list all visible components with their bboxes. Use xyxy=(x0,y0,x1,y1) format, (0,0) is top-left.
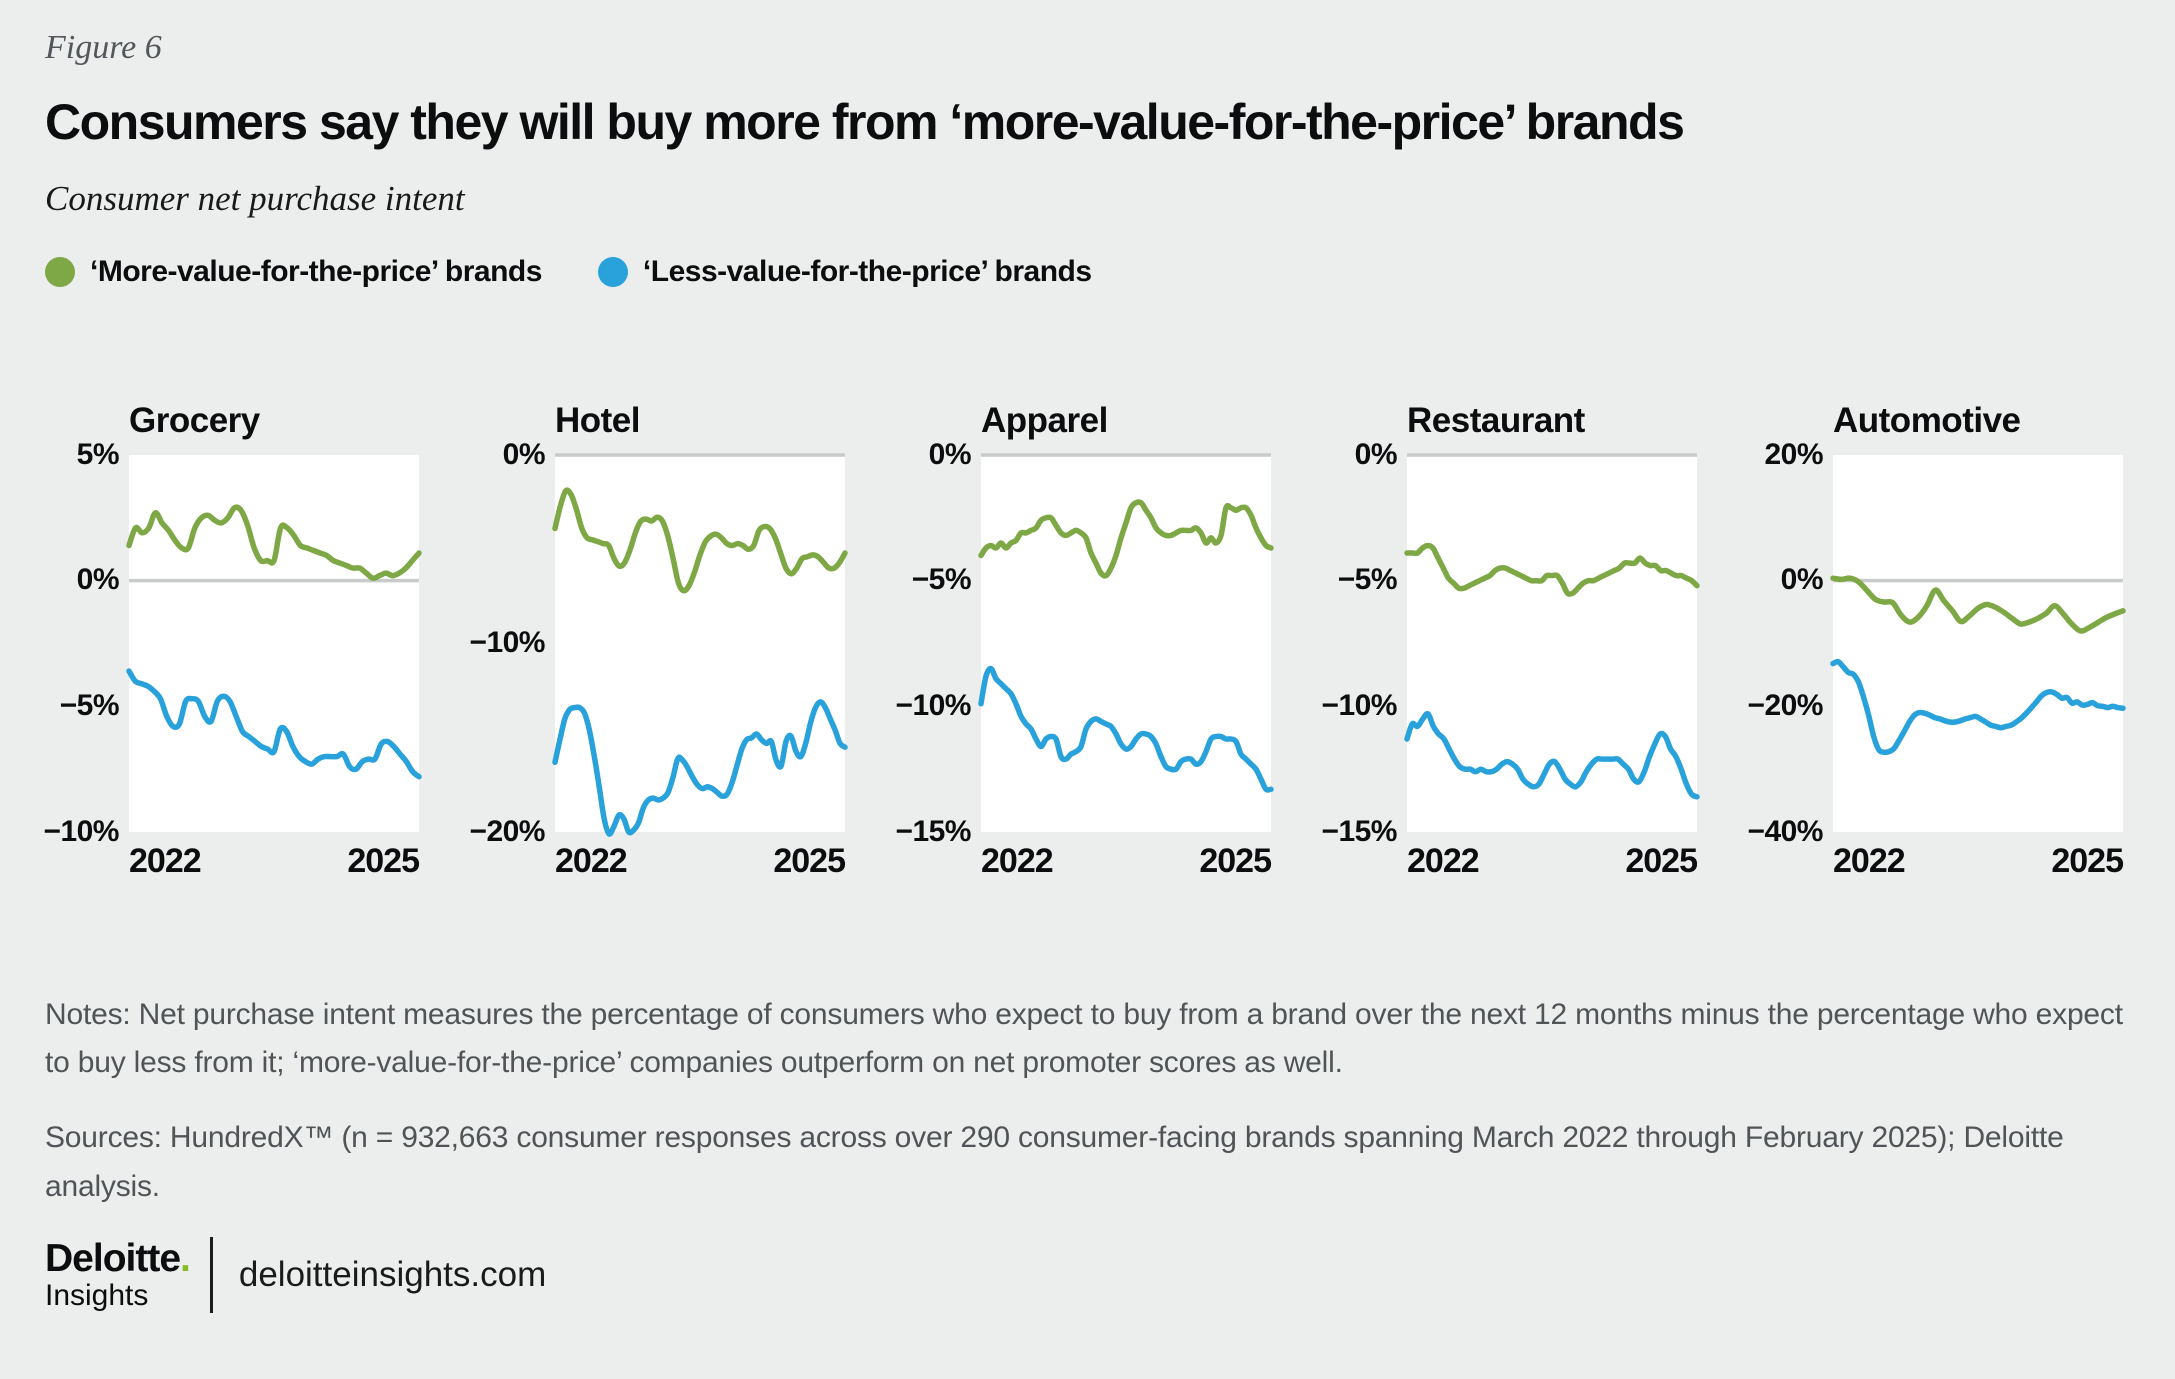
chart-automotive: Automotive 20% 0% −20% −40% 2022 2025 xyxy=(1747,399,2126,881)
x-tick-end: 2025 xyxy=(2051,841,2124,880)
series-line xyxy=(1404,710,1700,800)
chart-title: Apparel xyxy=(981,400,1108,440)
chart-title: Hotel xyxy=(555,400,641,440)
x-tick-start: 2022 xyxy=(981,841,1054,880)
y-tick-label: −20% xyxy=(1747,689,1823,723)
deloitte-insights-logo: Deloitte. Insights xyxy=(45,1237,191,1313)
sources-text: Sources: HundredX™ (n = 932,663 consumer… xyxy=(45,1120,2064,1203)
y-axis: 0% −5% −10% −15% xyxy=(895,438,981,848)
x-tick-end: 2025 xyxy=(347,841,420,880)
y-tick-label: −5% xyxy=(59,689,120,723)
series-line xyxy=(552,698,848,837)
less-value-legend-dot xyxy=(597,256,628,287)
y-tick-label: −15% xyxy=(895,814,971,848)
footer-divider xyxy=(209,1237,213,1314)
y-tick-label: −10% xyxy=(43,814,119,848)
x-tick-end: 2025 xyxy=(1625,841,1698,880)
y-axis: 5% 0% −5% −10% xyxy=(43,438,129,848)
chart-title: Grocery xyxy=(129,400,260,440)
legend-item-less-value: ‘Less-value-for-the-price’ brands xyxy=(597,254,1092,289)
figure-container: Figure 6 Consumers say they will buy mor… xyxy=(43,29,2130,1314)
y-axis: 0% −10% −20% xyxy=(469,438,555,848)
y-tick-label: −10% xyxy=(1321,689,1397,723)
y-tick-label: −10% xyxy=(469,626,545,660)
series-line xyxy=(552,487,848,594)
y-tick-label: 0% xyxy=(502,437,546,471)
chart-title: Automotive xyxy=(1833,400,2021,440)
y-tick-label: −15% xyxy=(1321,814,1397,848)
deloitte-wordmark: Deloitte. xyxy=(45,1237,191,1281)
charts-row: Grocery 5% 0% −5% −10% 2022 2025 Hotel 0% −1… xyxy=(43,399,2130,881)
y-tick-label: 0% xyxy=(1354,437,1398,471)
x-tick-start: 2022 xyxy=(1407,841,1480,880)
y-tick-label: −5% xyxy=(1337,563,1398,597)
figure-subtitle: Consumer net purchase intent xyxy=(45,178,465,218)
notes-text: Notes: Net purchase intent measures the … xyxy=(45,997,2123,1080)
chart-hotel: Hotel 0% −10% −20% 2022 2025 xyxy=(469,399,848,881)
series-line xyxy=(126,504,422,581)
chart-grocery: Grocery 5% 0% −5% −10% 2022 2025 xyxy=(43,399,422,881)
deloitte-text: Deloitte xyxy=(45,1237,181,1281)
x-axis: 2022 2025 xyxy=(981,841,1272,881)
less-value-legend-label: ‘Less-value-for-the-price’ brands xyxy=(642,254,1092,288)
x-tick-start: 2022 xyxy=(1833,841,1906,880)
x-axis: 2022 2025 xyxy=(1407,841,1698,881)
x-tick-start: 2022 xyxy=(555,841,628,880)
series-line xyxy=(1830,658,2126,755)
series-line xyxy=(978,665,1274,793)
chart-apparel: Apparel 0% −5% −10% −15% 2022 2025 xyxy=(895,399,1274,881)
page-title: Consumers say they will buy more from ‘m… xyxy=(45,93,1685,150)
figure-label: Figure 6 xyxy=(45,29,162,66)
restaurant-plot xyxy=(1404,453,1700,832)
more-value-legend-dot xyxy=(45,256,75,287)
series-line xyxy=(1830,575,2126,634)
x-axis: 2022 2025 xyxy=(129,841,420,881)
chart-title: Restaurant xyxy=(1407,400,1585,440)
legend-item-more-value: ‘More-value-for-the-price’ brands xyxy=(45,255,542,289)
series-line xyxy=(1404,542,1700,597)
x-tick-start: 2022 xyxy=(129,841,202,880)
y-tick-label: −5% xyxy=(911,563,972,597)
y-tick-label: 5% xyxy=(76,437,120,471)
y-tick-label: −20% xyxy=(469,814,545,848)
y-axis: 0% −5% −10% −15% xyxy=(1321,438,1407,848)
legend: ‘More-value-for-the-price’ brands ‘Less-… xyxy=(45,255,2130,289)
apparel-plot xyxy=(978,453,1274,832)
grocery-plot xyxy=(126,454,422,832)
footer-logo: Deloitte. Insights deloitteinsights.com xyxy=(45,1237,2130,1314)
site-link[interactable]: deloitteinsights.com xyxy=(238,1255,547,1295)
hotel-plot xyxy=(552,453,848,837)
x-tick-end: 2025 xyxy=(1199,841,1272,880)
y-tick-label: 0% xyxy=(928,437,972,471)
y-tick-label: 20% xyxy=(1764,437,1823,471)
insights-label: Insights xyxy=(45,1279,149,1313)
logo-green-dot: . xyxy=(180,1237,191,1281)
y-tick-label: 0% xyxy=(76,563,120,597)
x-tick-end: 2025 xyxy=(773,841,846,880)
x-axis: 2022 2025 xyxy=(1833,841,2124,881)
series-line xyxy=(126,668,422,780)
y-tick-label: −40% xyxy=(1747,814,1823,848)
y-tick-label: 0% xyxy=(1780,563,1824,597)
series-line xyxy=(978,499,1274,579)
chart-restaurant: Restaurant 0% −5% −10% −15% 2022 2025 xyxy=(1321,399,1700,881)
more-value-legend-label: ‘More-value-for-the-price’ brands xyxy=(90,254,542,288)
automotive-plot xyxy=(1830,454,2126,832)
y-axis: 20% 0% −20% −40% xyxy=(1747,438,1833,848)
x-axis: 2022 2025 xyxy=(555,841,846,881)
y-tick-label: −10% xyxy=(895,689,971,723)
